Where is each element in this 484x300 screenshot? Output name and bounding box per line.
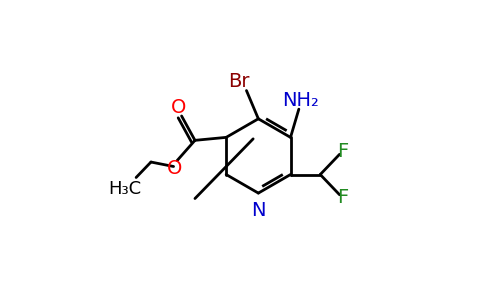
Text: Br: Br bbox=[228, 72, 250, 91]
Text: N: N bbox=[251, 201, 266, 220]
Text: O: O bbox=[171, 98, 186, 117]
Text: O: O bbox=[166, 159, 182, 178]
Text: F: F bbox=[337, 142, 349, 161]
Text: H₃C: H₃C bbox=[108, 180, 142, 198]
Text: NH₂: NH₂ bbox=[282, 91, 319, 110]
Text: F: F bbox=[337, 188, 349, 207]
